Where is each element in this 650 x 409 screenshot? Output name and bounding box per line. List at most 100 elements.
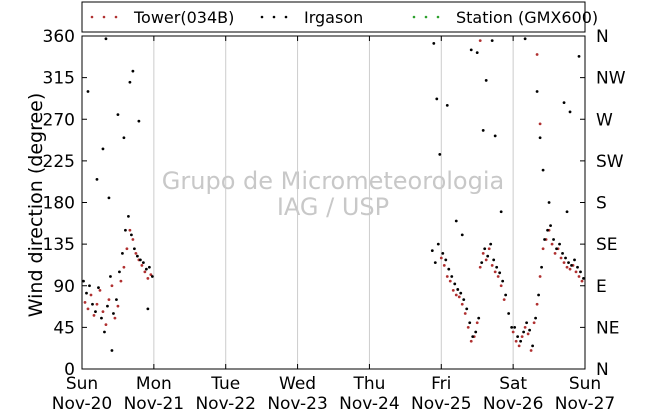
point-series-1: [478, 265, 482, 269]
point-series-2: [430, 249, 434, 253]
point-series-1: [466, 325, 470, 329]
y-tick-label: 180: [43, 194, 75, 214]
x-tick-day: Sat: [499, 374, 527, 394]
point-series-2: [130, 233, 133, 237]
point-series-2: [483, 247, 487, 251]
point-series-2: [493, 134, 497, 138]
point-series-2: [436, 242, 440, 246]
point-series-1: [478, 39, 482, 43]
point-series-2: [475, 51, 479, 55]
point-series-2: [135, 254, 139, 258]
point-series-2: [558, 242, 561, 246]
legend-marker-2: [272, 15, 276, 19]
point-series-1: [86, 307, 90, 311]
point-series-1: [562, 261, 566, 265]
point-series-1: [541, 247, 545, 251]
point-series-2: [525, 321, 529, 325]
point-series-1: [451, 288, 455, 292]
point-series-2: [95, 177, 99, 181]
watermark-line-2: IAG / USP: [277, 193, 389, 221]
point-series-2: [112, 312, 115, 315]
y-tick-label: 0: [64, 360, 75, 380]
point-series-2: [127, 214, 130, 218]
compass-tick-label: N: [596, 27, 609, 47]
point-series-2: [535, 90, 539, 93]
point-series-2: [477, 316, 481, 320]
point-series-2: [540, 265, 543, 269]
point-series-1: [89, 293, 93, 297]
legend-label-1: Tower(034B): [133, 8, 234, 27]
point-series-1: [107, 298, 111, 302]
point-series-2: [541, 168, 545, 172]
watermark-line-1: Grupo de Micrometeorologia: [162, 167, 504, 195]
point-series-2: [567, 261, 570, 265]
x-tick-day: Sun: [569, 374, 601, 394]
point-series-2: [570, 264, 573, 267]
point-series-1: [457, 295, 461, 299]
point-series-2: [531, 344, 535, 348]
point-series-1: [523, 325, 527, 329]
point-series-2: [444, 258, 448, 262]
x-axis-ticks: SunNov-20MonNov-21TueNov-22WedNov-23ThuN…: [52, 36, 615, 409]
point-series-2: [432, 42, 436, 45]
point-series-2: [460, 233, 464, 237]
point-series-1: [550, 242, 554, 246]
point-series-2: [480, 261, 484, 265]
x-tick-day: Wed: [279, 374, 316, 394]
point-series-2: [504, 293, 508, 297]
point-series-2: [522, 330, 526, 334]
point-series-1: [574, 270, 578, 274]
point-series-1: [128, 228, 132, 232]
point-series-1: [538, 275, 542, 278]
point-series-1: [553, 251, 557, 255]
point-series-1: [580, 279, 584, 283]
point-series-1: [481, 251, 485, 255]
point-series-1: [116, 304, 120, 308]
y-axis-ticks: 0 45 90 135 180 225 270 315 360: [43, 27, 87, 380]
x-tick-date: Nov-24: [339, 394, 400, 409]
point-series-2: [138, 258, 142, 262]
point-series-2: [564, 256, 567, 260]
point-series-1: [559, 256, 563, 260]
point-series-1: [568, 267, 572, 271]
point-series-1: [104, 323, 108, 326]
point-series-1: [134, 251, 138, 255]
y-tick-label: 360: [43, 27, 75, 47]
point-series-2: [498, 271, 502, 275]
point-series-2: [116, 113, 120, 117]
point-series-1: [511, 330, 515, 334]
point-series-1: [439, 256, 443, 260]
point-series-2: [513, 325, 517, 329]
point-series-1: [517, 344, 521, 348]
x-tick-day: Sun: [66, 374, 98, 394]
point-series-2: [543, 238, 546, 241]
point-series-2: [499, 210, 503, 214]
scatter-points: [82, 37, 585, 352]
point-series-2: [137, 119, 141, 123]
point-series-2: [481, 128, 485, 132]
y-tick-label: 135: [43, 235, 75, 255]
point-series-2: [144, 267, 148, 271]
point-series-2: [546, 228, 549, 232]
point-series-2: [489, 242, 493, 246]
point-series-2: [141, 261, 145, 265]
y-tick-label: 45: [53, 318, 75, 338]
point-series-1: [529, 349, 533, 352]
point-series-1: [454, 293, 458, 297]
point-series-1: [122, 265, 126, 269]
point-series-1: [487, 247, 491, 251]
point-series-1: [565, 265, 569, 269]
point-series-1: [463, 312, 467, 315]
point-series-2: [495, 265, 499, 269]
point-series-2: [547, 201, 551, 204]
point-series-1: [83, 301, 87, 304]
point-series-1: [119, 279, 123, 283]
point-series-2: [121, 251, 124, 255]
point-series-1: [490, 264, 494, 267]
point-series-1: [493, 270, 497, 274]
compass-axis-ticks: N NE E SE S SW W NW N: [580, 27, 626, 380]
point-series-2: [131, 69, 135, 73]
point-series-1: [140, 264, 144, 267]
point-series-1: [448, 279, 452, 283]
